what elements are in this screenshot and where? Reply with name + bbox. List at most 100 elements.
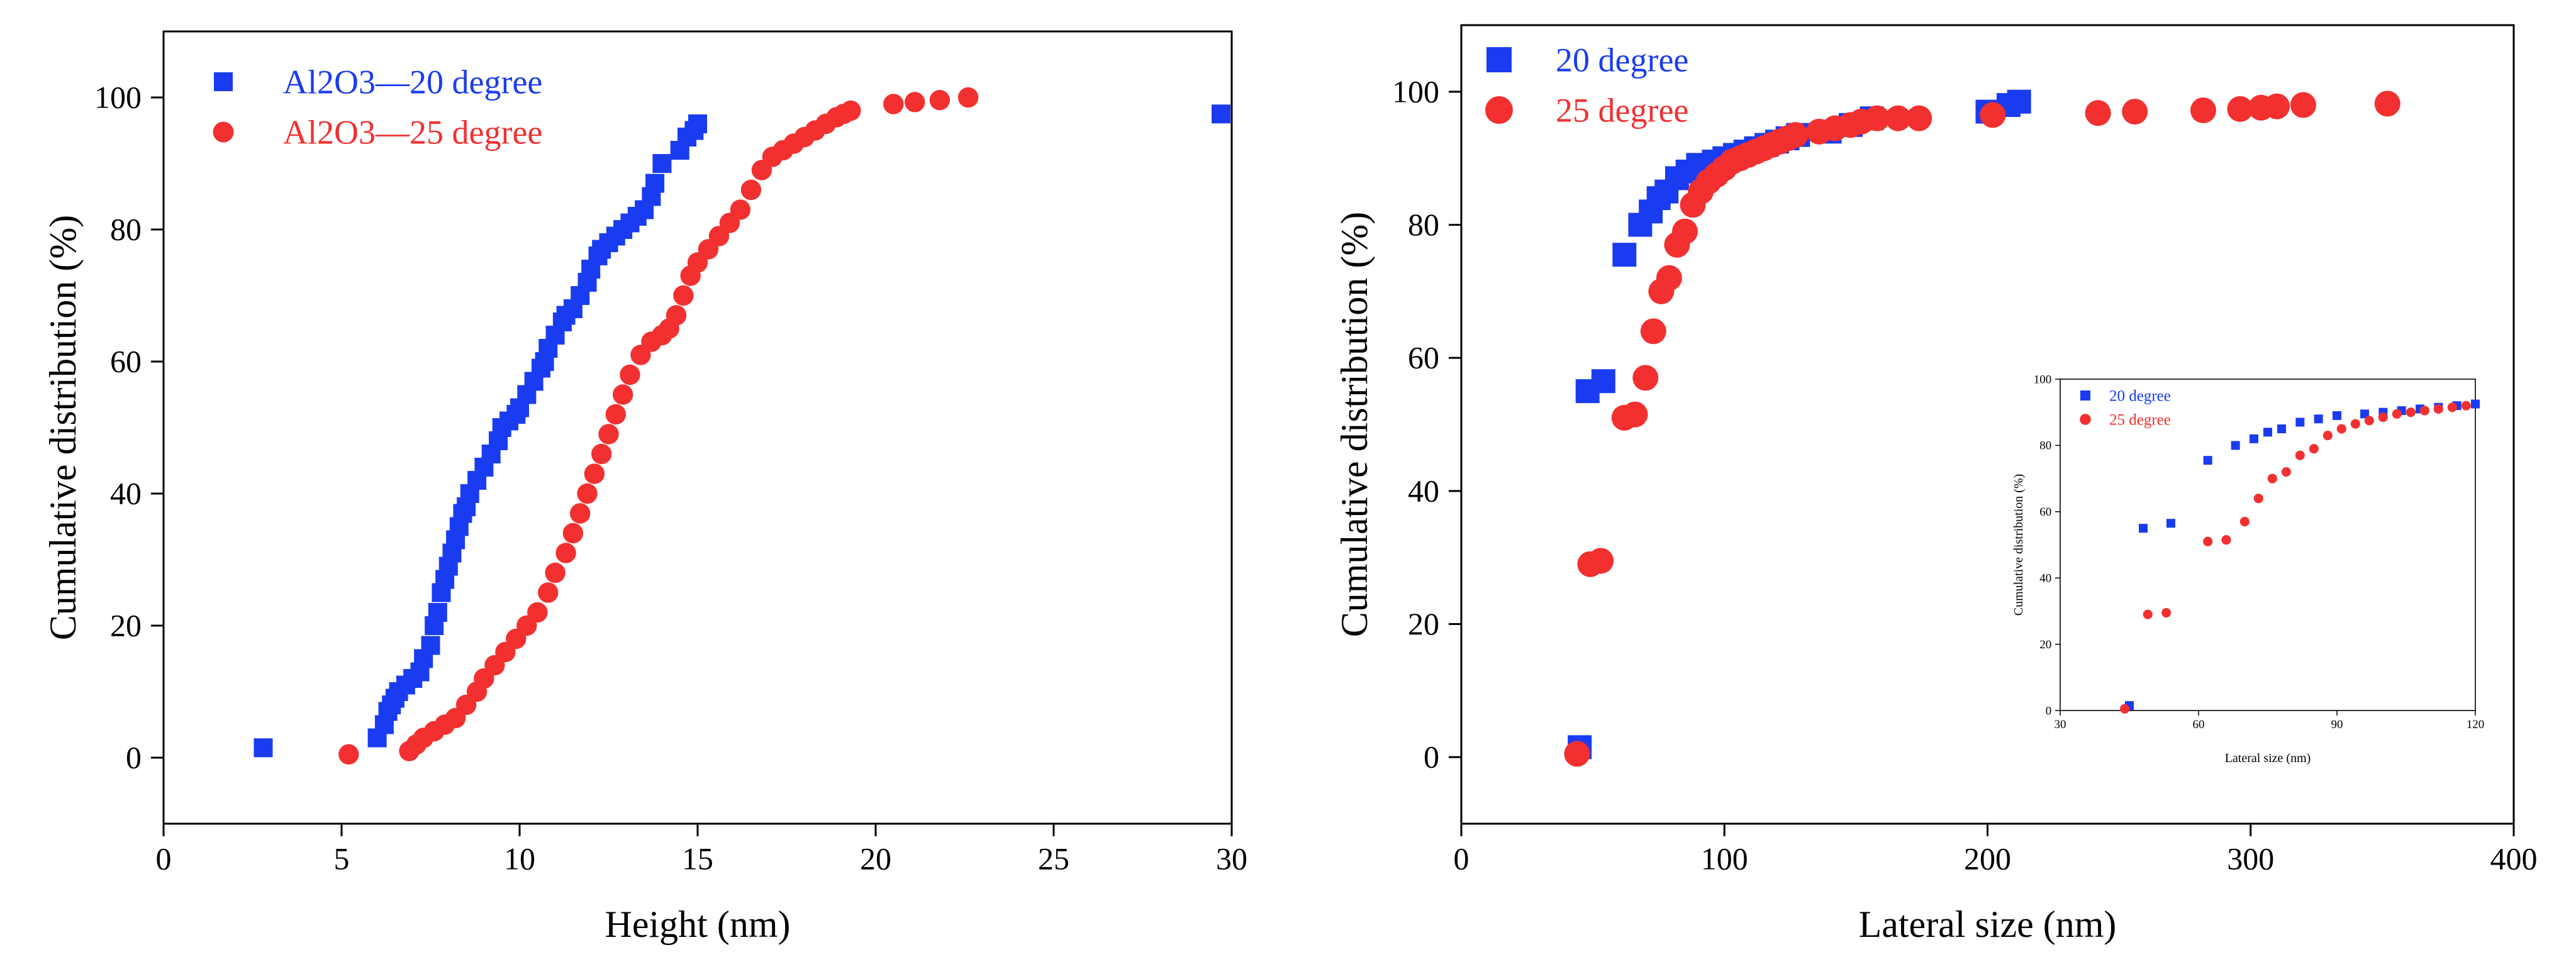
data-point-square — [2231, 441, 2240, 450]
data-point-circle — [2221, 535, 2231, 545]
data-point-square — [688, 114, 707, 133]
data-point-circle — [2122, 99, 2148, 125]
plot-frame — [2060, 379, 2476, 711]
data-point-circle — [591, 443, 612, 465]
y-tick-label: 20 — [110, 608, 142, 643]
data-point-square — [2333, 411, 2341, 420]
y-tick-label: 60 — [110, 344, 142, 379]
data-point-square — [1612, 243, 1637, 267]
data-point-circle — [1588, 548, 1614, 574]
x-tick-label: 300 — [2227, 841, 2274, 877]
data-point-circle — [555, 543, 576, 563]
legend-label: 25 degree — [2109, 412, 2171, 429]
data-point-circle — [2364, 416, 2374, 426]
data-point-square — [2314, 414, 2323, 424]
data-point-circle — [570, 503, 591, 524]
data-point-circle — [740, 179, 762, 201]
data-point-circle — [2295, 450, 2305, 460]
data-point-circle — [2433, 404, 2443, 414]
data-point-circle — [957, 87, 979, 108]
data-point-circle — [2406, 407, 2416, 418]
x-tick-label: 20 — [860, 841, 891, 877]
x-tick-label: 30 — [2055, 718, 2066, 731]
x-tick-label: 120 — [2467, 718, 2485, 731]
data-point-circle — [1671, 218, 1698, 245]
y-tick-label: 40 — [110, 476, 142, 511]
y-axis-label: Cumulative distribution (%) — [42, 215, 84, 641]
data-point-circle — [2253, 494, 2263, 504]
height-distribution-chart: 0 5 10 15 20 25 30 0 20 40 60 80 100 Height (nm) Cumul… — [42, 30, 1247, 945]
y-tick-label: 20 — [1408, 606, 1439, 641]
x-tick-label: 90 — [2331, 718, 2343, 731]
x-tick-label: 25 — [1038, 841, 1069, 877]
data-point-square — [2263, 428, 2272, 437]
data-point-circle — [2227, 96, 2253, 122]
series-blue-squares — [254, 104, 1231, 758]
legend-marker-square — [214, 72, 233, 91]
legend-label: Al2O3—25 degree — [283, 113, 542, 151]
data-point-circle — [2392, 409, 2402, 419]
y-tick-label: 100 — [94, 80, 142, 115]
series-red-circles — [2120, 401, 2471, 714]
x-tick-label: 200 — [1964, 841, 2011, 877]
data-point-circle — [2120, 704, 2130, 714]
data-point-circle — [1656, 265, 1682, 291]
x-axis-label: Height (nm) — [605, 904, 791, 945]
data-point-circle — [2461, 401, 2471, 411]
data-point-circle — [673, 285, 694, 306]
data-point-circle — [1906, 105, 1932, 131]
data-point-square — [2139, 524, 2148, 533]
data-point-circle — [730, 199, 751, 220]
y-tick-label: 40 — [2039, 572, 2051, 585]
series-red-circles — [1564, 91, 2400, 767]
y-tick-label: 100 — [2034, 373, 2052, 386]
data-point-circle — [1980, 102, 2006, 128]
data-point-square — [2471, 399, 2480, 409]
data-point-circle — [2161, 607, 2172, 618]
data-point-circle — [840, 100, 861, 121]
data-point-circle — [1564, 741, 1590, 767]
y-tick-label: 60 — [2039, 506, 2051, 519]
data-point-square — [1212, 104, 1231, 124]
y-axis-label: Cumulative distribution (%) — [1334, 212, 1375, 638]
data-point-square — [428, 603, 447, 622]
y-tick-label: 80 — [110, 212, 142, 247]
data-point-circle — [598, 424, 619, 445]
data-point-circle — [545, 562, 566, 584]
x-tick-label: 400 — [2490, 841, 2538, 877]
legend-marker-circle — [213, 121, 234, 143]
data-point-circle — [2447, 402, 2457, 412]
data-point-square — [1591, 369, 1615, 394]
x-tick-label: 60 — [2193, 718, 2205, 731]
data-point-circle — [2264, 93, 2290, 119]
y-tick-label: 0 — [126, 740, 142, 775]
y-tick-label: 20 — [2039, 638, 2051, 651]
x-axis-label: Lateral size (nm) — [2225, 751, 2311, 765]
data-point-square — [652, 154, 672, 173]
y-axis-label: Cumulative distribution (%) — [2012, 474, 2026, 616]
x-axis-label: Lateral size (nm) — [1859, 904, 2117, 945]
data-point-circle — [584, 463, 605, 484]
data-point-circle — [620, 364, 640, 385]
series-red-circles — [338, 87, 979, 765]
x-tick-label: 100 — [1701, 841, 1748, 877]
legend-marker-circle — [2080, 414, 2091, 425]
data-point-circle — [338, 744, 359, 765]
data-point-circle — [2378, 412, 2388, 423]
data-point-circle — [883, 94, 904, 114]
legend-marker-square — [2080, 390, 2090, 401]
data-point-circle — [2143, 609, 2153, 619]
data-point-circle — [2190, 97, 2216, 123]
data-point-square — [2295, 418, 2305, 427]
data-point-circle — [2085, 100, 2111, 126]
legend-marker-circle — [1485, 96, 1513, 124]
data-point-circle — [612, 384, 633, 405]
data-point-circle — [2336, 424, 2346, 434]
x-tick-label: 0 — [1454, 841, 1469, 877]
data-point-square — [645, 174, 665, 193]
x-tick-label: 15 — [682, 841, 713, 877]
data-point-circle — [1622, 401, 1648, 428]
data-point-circle — [2309, 444, 2319, 454]
